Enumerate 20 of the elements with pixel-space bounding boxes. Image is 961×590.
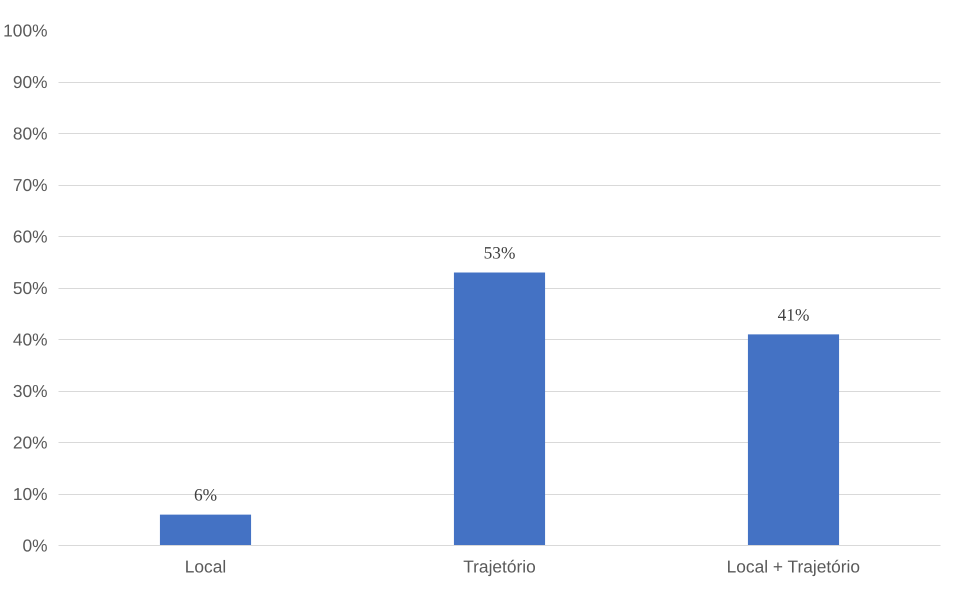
- x-tick-label: Trajetório: [463, 556, 536, 576]
- data-label: 6%: [194, 486, 218, 505]
- y-tick-label: 40%: [12, 330, 48, 350]
- y-tick-label: 80%: [12, 124, 48, 144]
- bar: [454, 272, 546, 546]
- data-label: 41%: [778, 305, 810, 324]
- y-tick-label: 30%: [12, 381, 48, 401]
- y-tick-label: 100%: [3, 20, 48, 40]
- y-tick-label: 10%: [12, 484, 48, 504]
- x-tick-label: Local + Trajetório: [726, 556, 860, 576]
- y-tick-label: 90%: [12, 72, 48, 92]
- y-tick-label: 70%: [12, 175, 48, 195]
- y-tick-label: 20%: [12, 432, 48, 452]
- y-tick-label: 50%: [12, 278, 48, 298]
- data-label: 53%: [484, 244, 516, 263]
- y-tick-label: 0%: [22, 536, 48, 556]
- bar: [748, 334, 840, 546]
- bar: [160, 514, 252, 546]
- y-tick-label: 60%: [12, 226, 48, 246]
- x-tick-label: Local: [184, 556, 226, 576]
